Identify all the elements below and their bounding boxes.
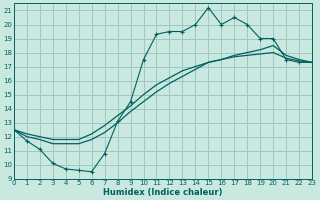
X-axis label: Humidex (Indice chaleur): Humidex (Indice chaleur) (103, 188, 223, 197)
